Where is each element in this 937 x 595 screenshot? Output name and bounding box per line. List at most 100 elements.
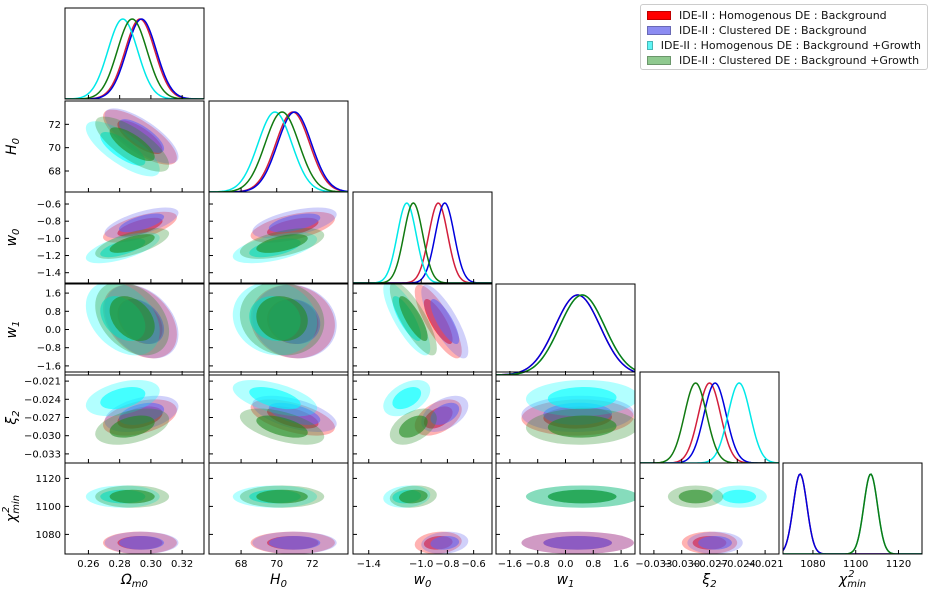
marginal-curve-3 <box>65 18 204 99</box>
panel-frame <box>495 283 636 376</box>
contour-2 <box>268 535 321 550</box>
panel-frame <box>208 191 349 284</box>
contour-3 <box>249 387 301 410</box>
x-tick-label: −0.8 <box>435 559 459 570</box>
contour-3 <box>392 387 422 410</box>
y-tick-label: −0.033 <box>24 449 61 460</box>
panel-frame <box>639 371 780 464</box>
y-tick-label: −0.8 <box>37 343 61 354</box>
contour-2 <box>430 535 460 550</box>
legend-swatch <box>647 41 653 50</box>
contour-3 <box>547 387 617 410</box>
y-axis-label: w1 <box>4 321 22 339</box>
x-tick-label: 1100 <box>843 559 868 570</box>
panel-chi-vs-w0 <box>383 485 469 554</box>
contour-4 <box>398 489 428 504</box>
legend-item: IDE-II : Homogenous DE : Background <box>647 8 921 23</box>
x-axis-label: w1 <box>557 572 575 590</box>
x-tick-label: −1.4 <box>357 559 381 570</box>
panel-w1-vs-w0 <box>383 284 469 359</box>
panel-xi2-vs-w1 <box>521 379 635 445</box>
legend-item: IDE-II : Clustered DE : Background +Grow… <box>647 53 921 68</box>
x-tick-label: 0.30 <box>140 559 162 570</box>
contour-4 <box>109 234 155 253</box>
x-axis-label: w0 <box>414 572 432 590</box>
x-tick-label: 70 <box>270 559 283 570</box>
legend-label: IDE-II : Homogenous DE : Background <box>679 9 887 22</box>
legend-swatch <box>647 56 671 65</box>
y-tick-label: 1080 <box>36 530 61 541</box>
marginal-H0 <box>209 111 348 192</box>
y-tick-label: 72 <box>48 120 61 131</box>
x-tick-label: 1120 <box>886 559 911 570</box>
y-tick-label: 1100 <box>36 502 61 513</box>
x-axis-label: H0 <box>270 572 287 590</box>
contour-2 <box>118 119 165 153</box>
legend-item: IDE-II : Homogenous DE : Background +Gro… <box>647 38 921 53</box>
y-axis-label: ξ2 <box>4 410 22 425</box>
y-tick-label: −1.0 <box>37 234 61 245</box>
contour-2 <box>430 402 460 425</box>
contour-2 <box>268 213 321 233</box>
y-tick-label: −1.4 <box>37 268 61 279</box>
y-tick-label: −1.6 <box>37 361 61 372</box>
x-axis-label: ξ2 <box>701 572 716 590</box>
y-tick-label: −0.030 <box>24 431 61 442</box>
x-tick-label: 0.32 <box>171 559 193 570</box>
panel-frame <box>64 7 205 100</box>
contour-2 <box>430 299 460 345</box>
contour-4 <box>398 415 428 438</box>
panel-frame <box>208 462 349 555</box>
y-tick-label: 1.6 <box>45 289 61 300</box>
marginal-curve-3 <box>353 202 492 283</box>
marginal-curve-1 <box>65 18 204 99</box>
x-tick-label: 0.8 <box>585 559 601 570</box>
x-tick-label: 1.6 <box>613 559 629 570</box>
contour-4 <box>256 489 308 504</box>
marginal-curve-4 <box>209 111 348 192</box>
panel-frame <box>64 191 205 284</box>
x-tick-label: −0.021 <box>747 559 784 570</box>
panel-w1-vs-Om <box>85 284 179 359</box>
panel-xi2-vs-Om <box>85 379 179 445</box>
panel-chi-vs-w1 <box>521 485 635 554</box>
legend: IDE-II : Homogenous DE : Background IDE-… <box>640 4 928 70</box>
x-tick-label: 68 <box>235 559 248 570</box>
x-tick-label: −0.8 <box>526 559 550 570</box>
contour-2 <box>543 535 612 550</box>
marginal-w1 <box>496 294 635 375</box>
marginal-curve-2 <box>353 202 492 283</box>
y-axis-label: H0 <box>4 138 22 155</box>
contour-4 <box>109 489 155 504</box>
panel-frame <box>352 462 493 555</box>
y-tick-label: −0.8 <box>37 217 61 228</box>
contour-2 <box>118 535 165 550</box>
contour-4 <box>398 296 428 342</box>
x-tick-label: −1.0 <box>409 559 433 570</box>
y-axis-label: χmin2 <box>1 495 22 523</box>
panel-frame <box>352 191 493 284</box>
y-tick-label: 70 <box>48 143 61 154</box>
panel-frame <box>64 462 205 555</box>
y-tick-label: −0.027 <box>24 413 61 424</box>
marginal-curve-2 <box>783 473 922 554</box>
y-tick-label: −0.6 <box>37 200 61 211</box>
x-tick-label: −0.033 <box>635 559 672 570</box>
marginal-w0 <box>353 202 492 283</box>
contour-4 <box>109 127 155 162</box>
x-tick-label: −0.027 <box>691 559 728 570</box>
legend-label: IDE-II : Homogenous DE : Background +Gro… <box>660 39 921 52</box>
marginal-chi <box>783 473 922 554</box>
y-tick-label: 0.8 <box>45 307 61 318</box>
contour-2 <box>118 213 165 233</box>
legend-label: IDE-II : Clustered DE : Background +Grow… <box>679 54 920 67</box>
marginal-curve-2 <box>65 18 204 99</box>
contour-4 <box>256 296 308 342</box>
x-tick-label: 72 <box>306 559 319 570</box>
contour-4 <box>256 234 308 253</box>
x-axis-label: Ωm0 <box>120 572 148 590</box>
x-tick-label: 0.28 <box>109 559 131 570</box>
x-tick-label: 0.26 <box>77 559 99 570</box>
legend-swatch <box>647 11 671 20</box>
